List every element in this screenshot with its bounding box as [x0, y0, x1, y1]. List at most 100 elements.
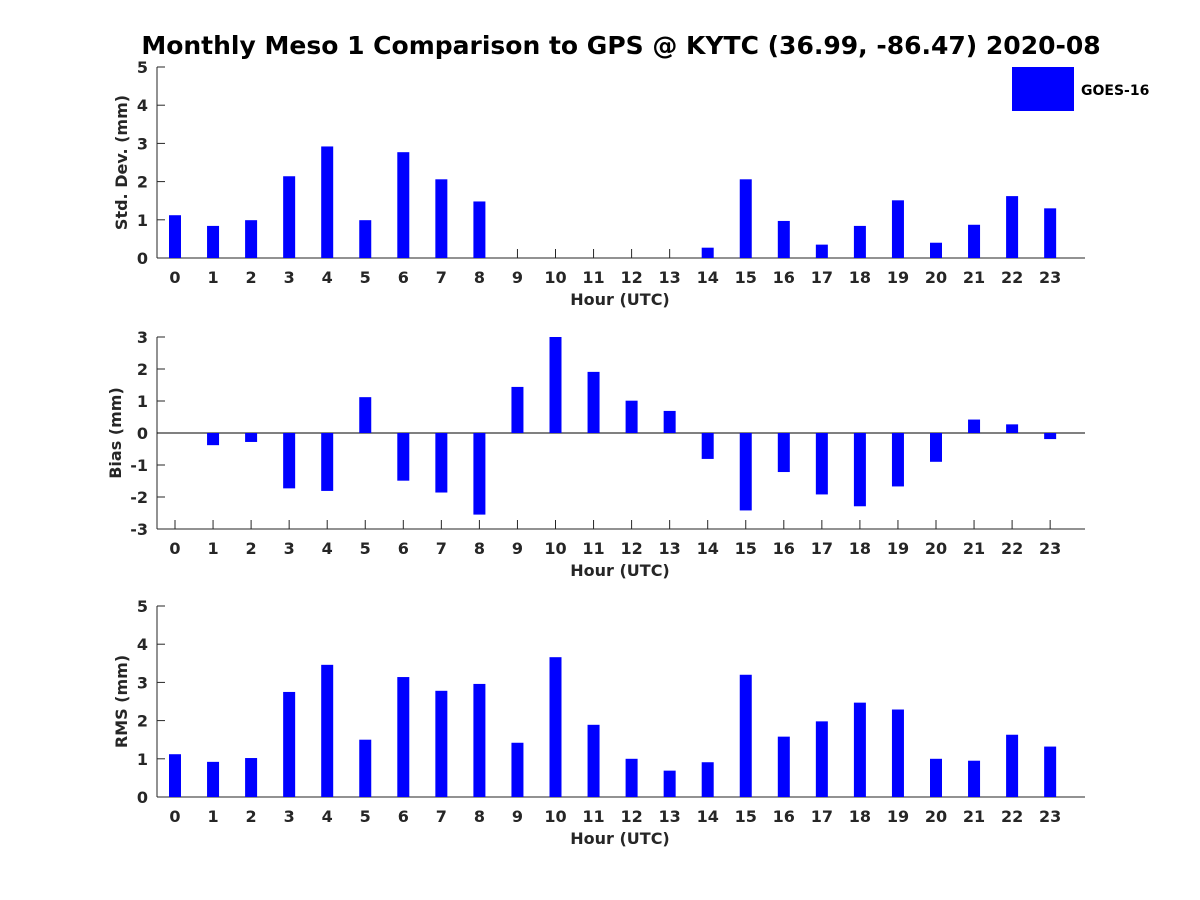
x-tick-label: 22	[1001, 268, 1023, 287]
bar	[625, 400, 638, 433]
bar	[891, 433, 904, 487]
x-tick-label: 10	[544, 539, 566, 558]
x-tick-label: 22	[1001, 539, 1023, 558]
y-tick-label: 4	[137, 96, 148, 115]
bar	[968, 760, 981, 797]
x-tick-label: 17	[811, 807, 833, 826]
bar	[245, 220, 258, 258]
bar	[930, 242, 942, 258]
bar	[1044, 208, 1057, 258]
y-tick-label: 4	[137, 635, 148, 654]
x-tick-label: 17	[811, 268, 833, 287]
y-tick-label: 5	[137, 597, 148, 616]
x-tick-label: 16	[773, 807, 795, 826]
bar	[739, 433, 752, 511]
x-tick-label: 20	[925, 807, 947, 826]
x-tick-label: 9	[512, 807, 523, 826]
bar	[1006, 424, 1019, 433]
x-tick-label: 7	[436, 268, 447, 287]
x-tick-label: 19	[887, 539, 909, 558]
x-tick-label: 15	[735, 807, 757, 826]
bar	[739, 674, 752, 797]
bar	[511, 742, 524, 797]
bar	[549, 337, 562, 433]
bar	[815, 433, 828, 495]
y-tick-label: 3	[137, 673, 148, 692]
x-tick-label: 2	[246, 807, 257, 826]
bar	[891, 709, 904, 797]
bar	[815, 244, 828, 258]
bar	[815, 721, 828, 797]
bar	[891, 200, 904, 258]
x-tick-label: 7	[436, 539, 447, 558]
bar	[777, 220, 790, 258]
x-tick-label: 17	[811, 539, 833, 558]
x-tick-label: 19	[887, 807, 909, 826]
bar	[207, 225, 220, 258]
x-tick-label: 11	[582, 539, 604, 558]
bar	[283, 433, 296, 489]
x-tick-label: 11	[582, 268, 604, 287]
y-tick-label: 0	[137, 788, 148, 807]
bar	[853, 225, 866, 258]
x-tick-label: 3	[284, 539, 295, 558]
bar	[968, 224, 981, 258]
y-tick-label: 0	[137, 249, 148, 268]
x-tick-label: 14	[697, 539, 719, 558]
y-axis-label: RMS (mm)	[112, 655, 131, 748]
x-tick-label: 1	[207, 268, 218, 287]
x-tick-label: 10	[544, 807, 566, 826]
x-tick-label: 21	[963, 268, 985, 287]
x-tick-label: 18	[849, 807, 871, 826]
x-tick-label: 11	[582, 807, 604, 826]
bar	[435, 179, 448, 258]
bar	[1006, 196, 1019, 258]
x-tick-label: 15	[735, 539, 757, 558]
y-tick-label: 1	[137, 392, 148, 411]
bar	[473, 201, 486, 258]
x-tick-label: 3	[284, 807, 295, 826]
bar	[169, 754, 181, 797]
x-tick-label: 3	[284, 268, 295, 287]
y-tick-label: 3	[137, 328, 148, 347]
bar	[853, 433, 866, 507]
bar	[397, 433, 410, 481]
bar	[587, 724, 600, 797]
y-tick-label: -2	[130, 488, 148, 507]
bar	[359, 397, 372, 433]
y-axis-label: Bias (mm)	[106, 387, 125, 479]
x-tick-label: 5	[360, 539, 371, 558]
x-tick-label: 20	[925, 539, 947, 558]
bar	[207, 433, 220, 446]
legend-label: GOES-16	[1081, 83, 1149, 99]
bar	[397, 152, 410, 258]
y-tick-label: 2	[137, 712, 148, 731]
bar	[968, 419, 981, 433]
bar	[397, 677, 410, 797]
x-tick-label: 6	[398, 268, 409, 287]
bar	[777, 736, 790, 797]
legend-swatch	[1012, 67, 1074, 111]
bar	[1044, 746, 1057, 797]
bar	[853, 702, 866, 797]
bar	[1006, 734, 1019, 797]
bar	[359, 739, 372, 797]
bar	[321, 664, 334, 797]
y-tick-label: 3	[137, 134, 148, 153]
x-axis-label: Hour (UTC)	[570, 561, 670, 580]
x-tick-label: 8	[474, 268, 485, 287]
bar	[549, 657, 562, 797]
chart-title: Monthly Meso 1 Comparison to GPS @ KYTC …	[141, 31, 1100, 60]
y-tick-label: -3	[130, 520, 148, 539]
bar	[245, 758, 258, 797]
bar	[1044, 433, 1057, 440]
x-tick-label: 7	[436, 807, 447, 826]
bar	[739, 179, 752, 258]
x-tick-label: 9	[512, 539, 523, 558]
x-tick-label: 8	[474, 807, 485, 826]
x-tick-label: 12	[620, 539, 642, 558]
x-tick-label: 12	[620, 268, 642, 287]
x-tick-label: 23	[1039, 268, 1061, 287]
